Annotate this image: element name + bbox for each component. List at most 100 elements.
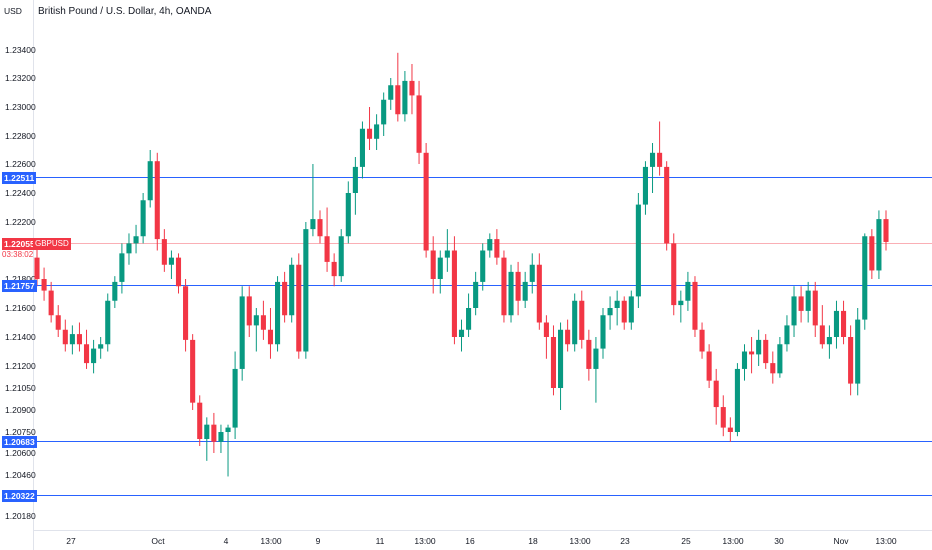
candle xyxy=(763,334,769,369)
candle xyxy=(55,305,61,337)
candle-body xyxy=(41,279,47,291)
candle xyxy=(706,344,712,388)
candle-body xyxy=(876,219,882,271)
candle-body xyxy=(487,239,493,251)
candle-body xyxy=(458,329,465,337)
candle-body xyxy=(642,166,648,205)
candle-body xyxy=(62,329,68,345)
time-tick-label: 18 xyxy=(528,536,538,546)
candle xyxy=(275,276,281,352)
candle-body xyxy=(614,300,620,308)
candle xyxy=(366,107,373,150)
candle-body xyxy=(98,344,104,349)
candle-body xyxy=(770,363,776,374)
candle-body xyxy=(451,250,457,337)
candle xyxy=(812,281,818,337)
candle xyxy=(204,417,210,461)
candle-body xyxy=(317,219,323,237)
time-tick-label: 27 xyxy=(66,536,76,546)
candle xyxy=(239,286,245,381)
time-tick-label: 25 xyxy=(681,536,691,546)
time-tick-label: 4 xyxy=(224,536,229,546)
candle xyxy=(501,250,507,323)
candle-body xyxy=(841,310,847,337)
candle-body xyxy=(678,300,684,306)
candle xyxy=(381,92,387,136)
candle xyxy=(876,210,882,279)
candle xyxy=(324,207,330,272)
candle-body xyxy=(586,339,592,369)
candle xyxy=(649,143,656,193)
candle xyxy=(805,281,811,323)
candle xyxy=(777,337,783,378)
current-price-tag: 1.22055 xyxy=(2,237,37,250)
candle-body xyxy=(168,257,174,265)
candle xyxy=(869,229,875,279)
candle xyxy=(586,329,592,381)
candle xyxy=(140,193,146,244)
price-tick-label: 1.22400 xyxy=(5,188,36,198)
candle xyxy=(635,193,641,308)
candle xyxy=(416,80,422,164)
candle-body xyxy=(883,219,889,242)
level-price-tag: 1.20322 xyxy=(2,489,37,502)
candle-body xyxy=(239,296,245,369)
candle-body xyxy=(543,322,549,337)
candle-body xyxy=(296,264,302,352)
symbol-tag: GBPUSD xyxy=(33,237,71,250)
candle xyxy=(374,114,380,150)
candle-body xyxy=(69,334,75,345)
candle xyxy=(685,271,691,311)
time-tick-label: 13:00 xyxy=(260,536,282,546)
candle xyxy=(232,351,238,439)
candle xyxy=(572,293,578,352)
time-tick-label: 16 xyxy=(465,536,475,546)
candle-body xyxy=(275,281,281,345)
candle xyxy=(282,271,288,323)
candle-body xyxy=(267,329,274,345)
price-tick-label: 1.20750 xyxy=(5,427,36,437)
candle-body xyxy=(147,161,153,201)
candle xyxy=(579,290,585,349)
candle xyxy=(494,229,500,265)
candle xyxy=(798,286,804,323)
candle xyxy=(423,143,429,258)
candle-body xyxy=(416,95,422,153)
level-price-tag: 1.21757 xyxy=(2,279,37,292)
price-tick-label: 1.21400 xyxy=(5,332,36,342)
candle-body xyxy=(826,337,832,345)
candle xyxy=(727,417,733,442)
candle-body xyxy=(862,236,868,320)
candle-body xyxy=(83,344,90,364)
candle xyxy=(621,296,627,330)
candle-body xyxy=(784,325,790,345)
candle-body xyxy=(246,296,252,326)
candle xyxy=(855,308,861,396)
candle xyxy=(331,253,337,287)
price-tick-label: 1.21800 xyxy=(5,274,36,284)
candle-body xyxy=(154,161,160,240)
candle-body xyxy=(848,337,854,384)
candle-body xyxy=(565,329,571,345)
candle-body xyxy=(558,329,564,388)
price-tick-label: 1.21600 xyxy=(5,303,36,313)
candle xyxy=(41,267,47,301)
candle-body xyxy=(260,315,266,330)
candle xyxy=(409,64,415,115)
candle-body xyxy=(119,253,125,282)
candle xyxy=(267,308,274,359)
candle-body xyxy=(727,427,733,432)
candle xyxy=(756,329,762,366)
candle-body xyxy=(671,243,677,306)
candle xyxy=(359,121,365,179)
candle-body xyxy=(437,257,443,279)
candle-body xyxy=(734,368,740,432)
candle xyxy=(98,337,104,359)
candle xyxy=(848,325,854,396)
candle-body xyxy=(501,257,507,316)
candle xyxy=(119,243,125,294)
candle-body xyxy=(579,300,585,340)
candle xyxy=(211,412,217,453)
